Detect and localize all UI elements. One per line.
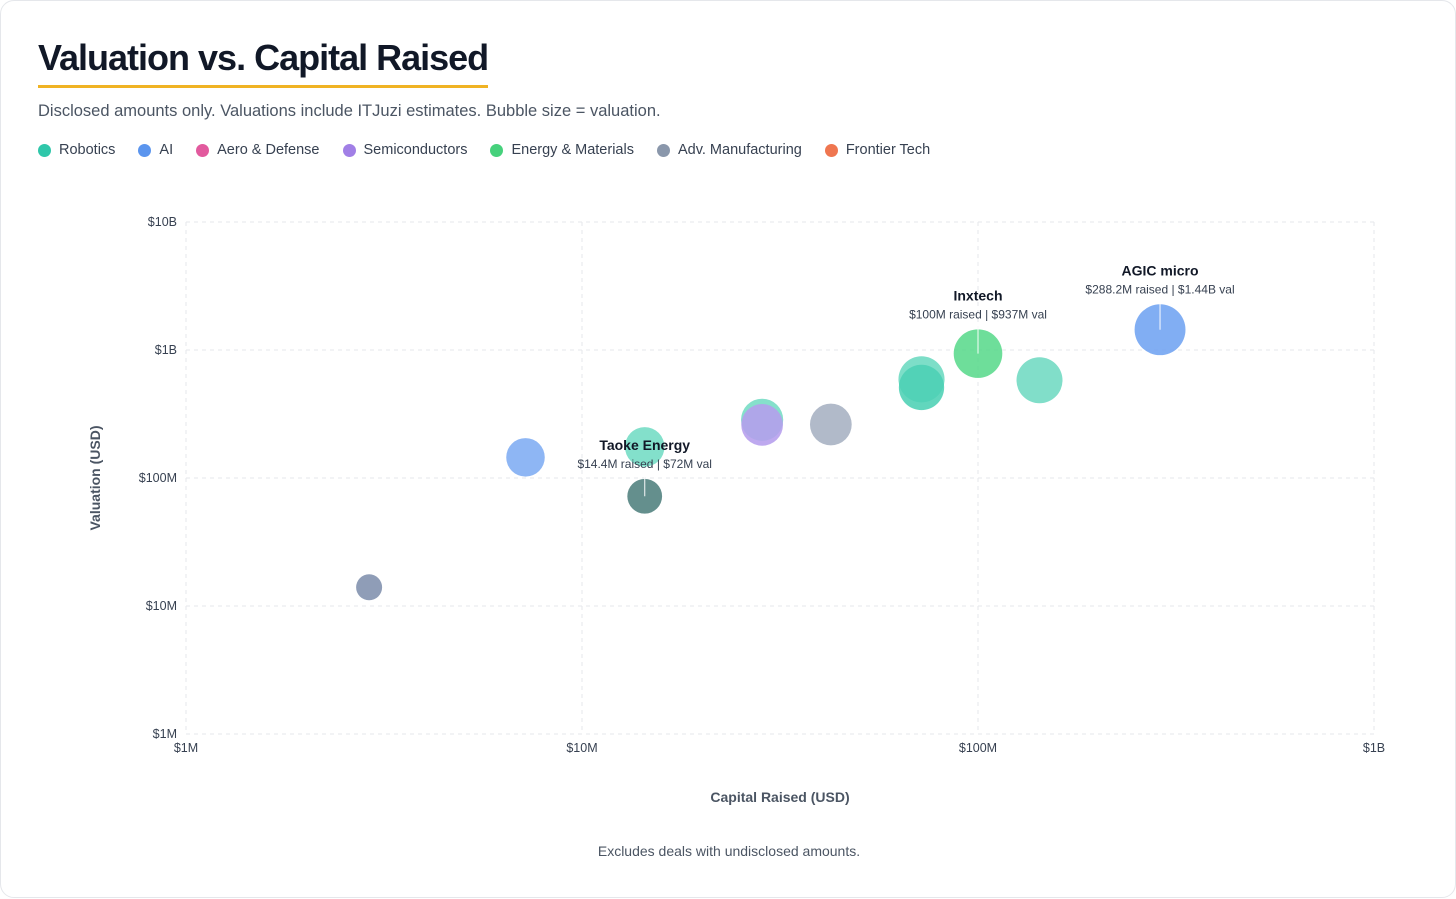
legend-label: Semiconductors [363,142,468,158]
data-point [741,404,783,446]
legend-label: Energy & Materials [511,142,634,158]
y-tick-label: $1M [153,727,177,741]
legend-swatch [490,143,504,157]
y-tick-label: $1B [155,343,177,357]
y-tick-label: $10B [148,215,177,229]
annotation-subtitle: $14.4M raised | $72M val [577,457,712,471]
legend-item[interactable]: Semiconductors [342,142,468,158]
annotation-title: Inxtech [953,287,1002,303]
data-point [1016,357,1063,404]
legend-item[interactable]: Robotics [38,142,115,158]
data-point [898,364,945,411]
legend-label: Adv. Manufacturing [677,142,802,158]
legend-swatch [656,143,670,157]
legend-swatch [824,143,838,157]
x-tick-label: $100M [959,741,997,755]
annotation-subtitle: $100M raised | $937M val [909,307,1047,321]
legend: Robotics AI Aero & Defense Semiconductors En… [38,142,953,158]
data-point [809,403,852,446]
legend-item[interactable]: Aero & Defense [196,142,320,158]
legend-item[interactable]: Energy & Materials [490,142,634,158]
data-point [953,329,1003,378]
legend-item[interactable]: AI [138,142,173,158]
legend-item[interactable]: Frontier Tech [824,142,931,158]
footnote: Excludes deals with undisclosed amounts. [597,843,861,859]
x-tick-label: $1M [174,741,198,755]
chart-title: Valuation vs. Capital Raised [38,37,489,88]
legend-label: AI [159,142,174,158]
legend-swatch [196,143,210,157]
data-point [356,574,383,601]
legend-item[interactable]: Adv. Manufacturing [656,142,802,158]
y-tick-label: $10M [146,599,177,613]
legend-swatch [138,143,152,157]
chart-subtitle: Disclosed amounts only. Valuations inclu… [38,102,661,120]
legend-label: Robotics [59,142,116,158]
legend-swatch [38,143,51,157]
data-point [624,427,665,467]
annotation-subtitle: $288.2M raised | $1.44B val [1085,282,1234,296]
y-axis-label: Valuation (USD) [87,425,103,530]
legend-label: Frontier Tech [845,142,931,158]
annotation-title: AGIC micro [1122,262,1199,278]
x-axis-label: Capital Raised (USD) [710,789,849,805]
data-point [506,438,545,477]
annotation-title: Taoke Energy [599,437,690,453]
legend-swatch [342,143,356,157]
y-tick-label: $100M [139,471,177,485]
x-tick-label: $10M [566,741,597,755]
x-tick-label: $1B [1363,741,1385,755]
legend-label: Aero & Defense [217,142,320,158]
